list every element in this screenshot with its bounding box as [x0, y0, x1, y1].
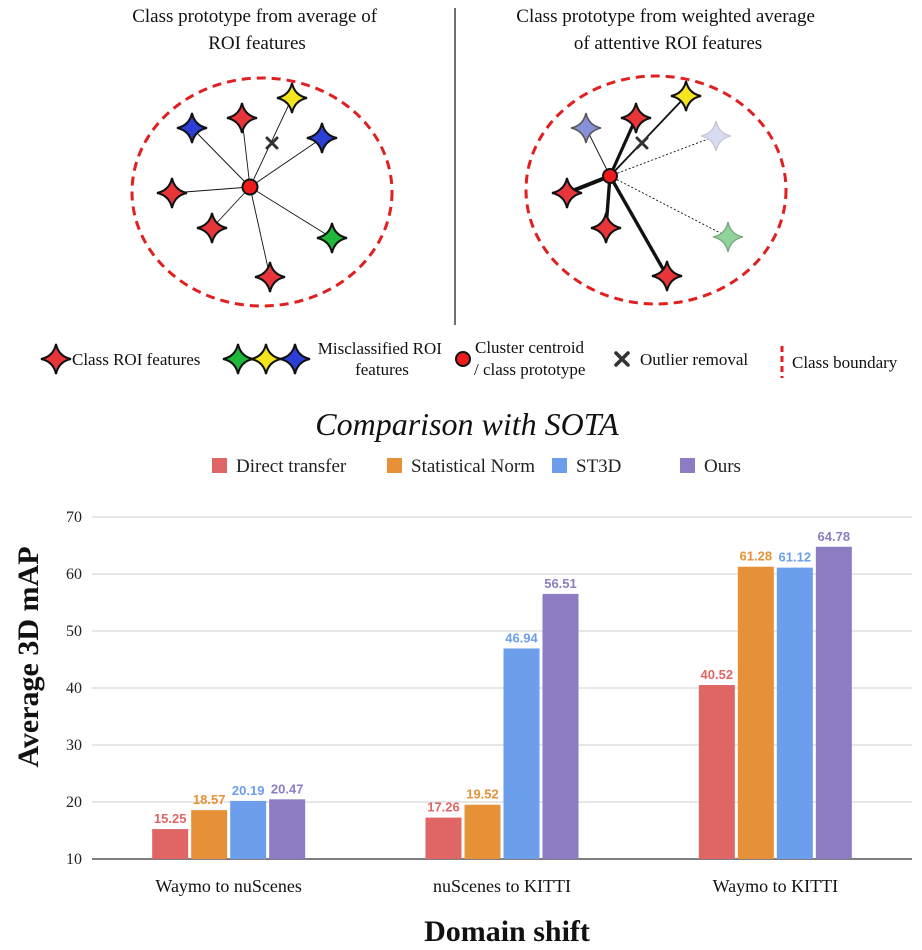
- category-label: nuScenes to KITTI: [433, 876, 571, 896]
- faded-star-icon: [712, 221, 744, 253]
- class-roi-star-icon: [620, 102, 652, 134]
- y-tick-label: 20: [66, 794, 82, 811]
- bar: [503, 648, 540, 859]
- left-panel: [130, 76, 394, 308]
- data-label: 46.94: [505, 630, 538, 645]
- legend-class-roi: Class ROI features: [72, 350, 200, 369]
- y-tick-label: 40: [66, 680, 82, 697]
- bar: [269, 799, 306, 859]
- bar: [542, 593, 579, 859]
- legend-label: Ours: [704, 456, 741, 477]
- x-axis-label: Domain shift: [424, 915, 590, 948]
- data-label: 19.52: [466, 787, 499, 802]
- prototype-diagram: Class prototype from average of ROI feat…: [40, 6, 898, 379]
- left-panel-title: Class prototype from average of ROI feat…: [132, 6, 382, 54]
- legend-centroid: Cluster centroid / class prototype: [474, 338, 588, 379]
- bar: [776, 567, 813, 859]
- legend-swatch: [552, 458, 567, 473]
- misclassified-star-icon: [250, 343, 282, 375]
- y-tick-label: 60: [66, 566, 82, 583]
- data-label: 20.19: [232, 783, 265, 798]
- legend-label: Statistical Norm: [411, 456, 535, 477]
- class-roi-star-icon: [196, 212, 228, 244]
- left-links: [171, 97, 333, 278]
- category-labels: Waymo to nuScenes nuScenes to KITTI Waymo …: [155, 876, 838, 896]
- misclassified-star-icon: [316, 222, 348, 254]
- data-label: 18.57: [193, 792, 226, 807]
- data-label: 20.47: [271, 781, 304, 796]
- category-label: Waymo to nuScenes: [155, 876, 302, 896]
- legend-swatch: [680, 458, 695, 473]
- data-label: 15.25: [154, 811, 187, 826]
- data-label: 40.52: [701, 667, 734, 682]
- legend-label: Direct transfer: [236, 456, 347, 477]
- legend-misclassified: Misclassified ROI features: [318, 339, 446, 379]
- misclassified-star-icon: [306, 122, 338, 154]
- y-axis-label: Average 3D mAP: [12, 546, 45, 767]
- outlier-icon: [265, 136, 279, 150]
- y-tick-label: 10: [66, 851, 82, 868]
- right-panel-title: Class prototype from weighted average of…: [516, 6, 819, 54]
- class-roi-star-icon: [590, 212, 622, 244]
- gridlines: [92, 516, 912, 860]
- outlier-icon: [614, 351, 630, 367]
- y-tick-label: 50: [66, 623, 82, 640]
- class-roi-star-icon: [226, 102, 258, 134]
- faded-star-icon: [700, 120, 732, 152]
- data-label: 64.78: [818, 529, 851, 544]
- diagram-legend: Class ROI features Misclassified ROI fea…: [40, 338, 898, 379]
- bar-chart: Comparison with SOTA Direct transfer Stat…: [12, 406, 912, 948]
- bar: [425, 817, 462, 859]
- series-legend: Direct transfer Statistical Norm ST3D Ours: [212, 456, 741, 477]
- bar: [191, 810, 228, 859]
- data-label: 61.28: [740, 549, 773, 564]
- legend-swatch: [212, 458, 227, 473]
- class-boundary-right: [524, 74, 788, 306]
- data-label: 56.51: [544, 576, 577, 591]
- bar: [737, 566, 774, 859]
- legend-label: ST3D: [576, 456, 621, 477]
- data-labels: 15.25 18.57 20.19 20.47 17.26 19.52 46.94 56.51…: [154, 529, 850, 826]
- right-panel: [524, 74, 788, 306]
- bar: [152, 829, 189, 859]
- legend-swatch: [387, 458, 402, 473]
- class-roi-star-icon: [156, 177, 188, 209]
- data-label: 61.12: [779, 550, 812, 565]
- misclassified-star-icon: [279, 343, 311, 375]
- misclassified-star-icon: [222, 343, 254, 375]
- bar: [698, 685, 735, 859]
- legend-outlier: Outlier removal: [640, 350, 748, 369]
- category-label: Waymo to KITTI: [713, 876, 839, 896]
- class-roi-star-icon: [40, 343, 72, 375]
- class-roi-star-icon: [254, 261, 286, 293]
- chart-title: Comparison with SOTA: [315, 406, 619, 442]
- bar: [464, 804, 501, 859]
- centroid-icon: [241, 178, 259, 196]
- centroid-icon: [455, 351, 471, 367]
- y-tick-label: 30: [66, 737, 82, 754]
- legend-boundary: Class boundary: [792, 353, 898, 372]
- class-roi-star-icon: [651, 260, 683, 292]
- misclassified-star-icon: [276, 82, 308, 114]
- class-boundary-left: [130, 76, 394, 308]
- outlier-icon: [635, 136, 649, 150]
- data-label: 17.26: [427, 800, 460, 815]
- faded-star-icon: [570, 112, 602, 144]
- y-tick-labels: 10 20 30 40 50 60 70: [66, 509, 82, 868]
- bar: [815, 546, 852, 859]
- centroid-icon: [602, 168, 618, 184]
- bar: [230, 800, 267, 859]
- class-roi-star-icon: [551, 177, 583, 209]
- y-tick-label: 70: [66, 509, 82, 526]
- bars: [152, 546, 852, 859]
